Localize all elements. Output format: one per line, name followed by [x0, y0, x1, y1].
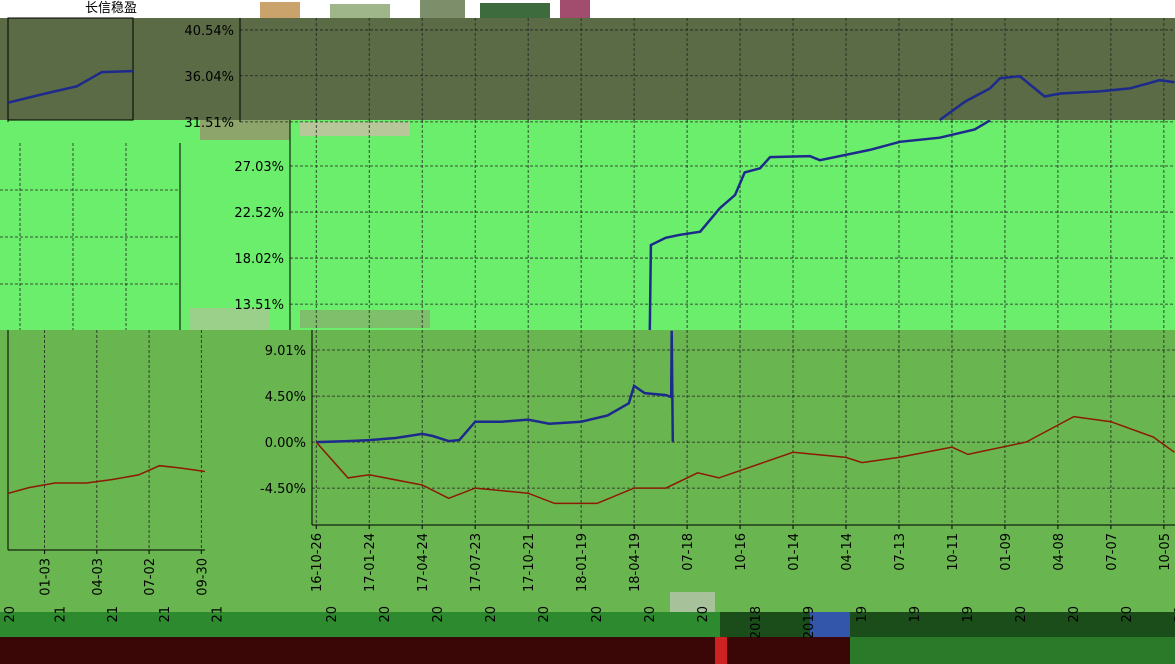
x-tick-label: 16-10-26: [310, 533, 325, 592]
x-tick-prefix: 20: [378, 606, 393, 623]
series-line: [648, 120, 991, 330]
bottom-panel: [0, 330, 1175, 612]
x-tick-label: 10-11: [946, 533, 961, 571]
x-tick-prefix: 20: [590, 606, 605, 623]
y-tick-label: 27.03%: [234, 160, 284, 175]
x-tick-label: 07-07: [1105, 533, 1120, 571]
x-tick-prefix: 20: [484, 606, 499, 623]
x-tick-label: 17-10-21: [522, 533, 537, 592]
x-tick-label: 18-01-19: [575, 533, 590, 592]
page-title: 长信稳盈: [85, 0, 137, 16]
x-tick-label: 01-09: [999, 533, 1014, 571]
x-tick-label: 10-05: [1158, 533, 1173, 571]
strip-dark: [720, 612, 1175, 637]
y-tick-label: 13.51%: [234, 298, 284, 313]
x-tick-prefix: 20: [1173, 606, 1175, 623]
glitch-noise: [190, 0, 850, 637]
y-tick-label: -4.50%: [260, 482, 306, 497]
x-tick-label: 17-04-24: [416, 533, 431, 592]
x-tick-prefix: 2019: [802, 606, 817, 639]
y-tick-label: 31.51%: [184, 116, 234, 131]
strip-patch: [850, 637, 1175, 664]
x-tick-prefix: 20: [696, 606, 711, 623]
x-tick-prefix: 20: [537, 606, 552, 623]
x-tick-prefix: 20: [1120, 606, 1135, 623]
x-tick-prefix: 20: [325, 606, 340, 623]
x-tick-label: 09-30: [195, 558, 210, 596]
x-tick-prefix: 21: [54, 606, 69, 623]
x-tick-prefix: 21: [158, 606, 173, 623]
top-panel: [0, 0, 1175, 120]
x-tick-label: 10-16: [734, 533, 749, 571]
x-tick-prefix: 20: [431, 606, 446, 623]
x-tick-prefix: 2018: [749, 606, 764, 639]
x-tick-prefix: 19: [908, 606, 923, 623]
x-tick-label: 18-04-19: [628, 533, 643, 592]
y-tick-label: 22.52%: [234, 206, 284, 221]
series-line: [315, 415, 1175, 505]
x-tick-prefix: 21: [106, 606, 121, 623]
x-tick-prefix: 20: [1067, 606, 1082, 623]
x-tick-label: 07-13: [893, 533, 908, 571]
y-tick-label: 4.50%: [265, 390, 306, 405]
y-tick-label: 36.04%: [184, 70, 234, 85]
x-tick-prefix: 20: [643, 606, 658, 623]
y-tick-label: 0.00%: [265, 436, 306, 451]
x-tick-label: 17-01-24: [363, 533, 378, 592]
y-tick-label: 9.01%: [265, 344, 306, 359]
x-tick-label: 07-02: [143, 558, 158, 596]
left-grid: [0, 143, 181, 330]
y-tick-label: 40.54%: [184, 24, 234, 39]
x-tick-label: 04-08: [1052, 533, 1067, 571]
series-line: [8, 69, 133, 104]
x-tick-prefix: 20: [1014, 606, 1029, 623]
x-tick-label: 04-03: [91, 558, 106, 596]
x-tick-prefix: 19: [961, 606, 976, 623]
x-tick-prefix: 19: [855, 606, 870, 623]
x-tick-label: 07-18: [681, 533, 696, 571]
x-tick-label: 01-14: [787, 533, 802, 571]
strip-patch: [715, 637, 727, 664]
series-line: [316, 330, 675, 444]
series-line: [8, 464, 205, 495]
middle-panel: [0, 120, 1175, 330]
x-tick-prefix: 21: [210, 606, 225, 623]
x-tick-label: 01-03: [39, 558, 54, 596]
y-tick-label: 18.02%: [234, 252, 284, 267]
x-tick-prefix: 20: [3, 606, 18, 623]
series-line: [938, 74, 1175, 122]
x-tick-label: 17-07-23: [469, 533, 484, 592]
x-tick-label: 04-14: [840, 533, 855, 571]
